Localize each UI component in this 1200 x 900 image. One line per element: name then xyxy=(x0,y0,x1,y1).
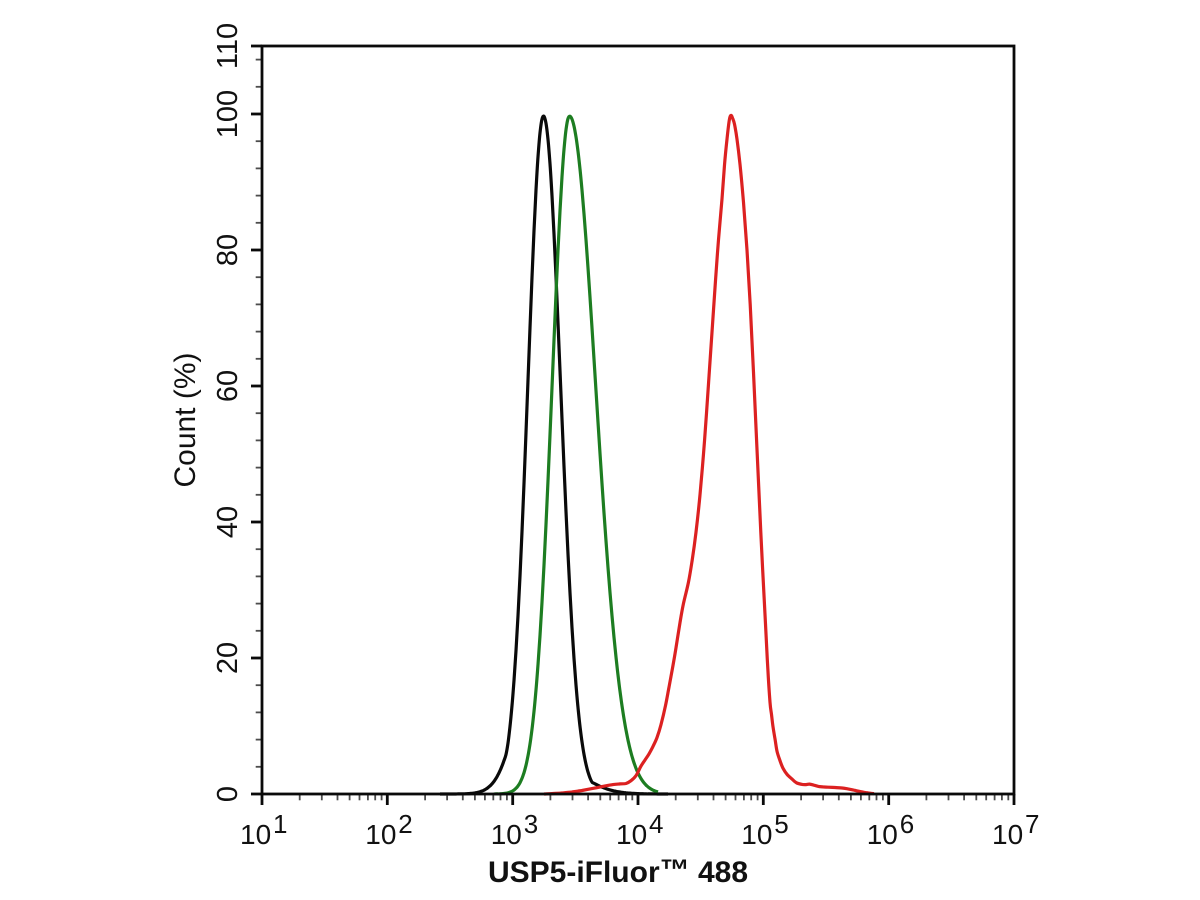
svg-text:10: 10 xyxy=(365,819,396,850)
svg-text:10: 10 xyxy=(867,819,898,850)
svg-text:10: 10 xyxy=(992,819,1023,850)
svg-text:110: 110 xyxy=(212,23,244,69)
svg-text:3: 3 xyxy=(524,809,538,839)
svg-text:80: 80 xyxy=(212,234,244,266)
svg-text:10: 10 xyxy=(491,819,522,850)
svg-text:0: 0 xyxy=(212,786,244,802)
svg-text:2: 2 xyxy=(398,809,412,839)
svg-text:10: 10 xyxy=(741,819,772,850)
svg-text:5: 5 xyxy=(774,809,788,839)
svg-text:USP5-iFluor™ 488: USP5-iFluor™ 488 xyxy=(488,854,748,889)
svg-text:Count (%): Count (%) xyxy=(169,352,202,487)
svg-text:60: 60 xyxy=(212,370,244,402)
svg-text:10: 10 xyxy=(616,819,647,850)
svg-text:40: 40 xyxy=(212,506,244,538)
svg-text:10: 10 xyxy=(240,819,271,850)
svg-text:100: 100 xyxy=(212,90,244,138)
svg-text:1: 1 xyxy=(273,809,287,839)
svg-text:20: 20 xyxy=(212,642,244,674)
svg-text:4: 4 xyxy=(649,809,663,839)
svg-text:7: 7 xyxy=(1025,809,1039,839)
svg-text:6: 6 xyxy=(900,809,914,839)
